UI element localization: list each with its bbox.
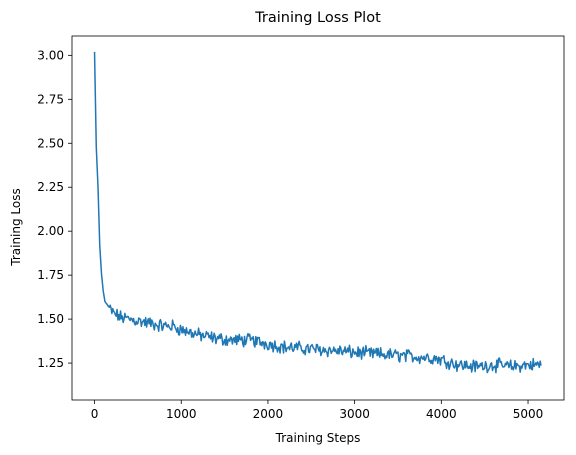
- y-tick-label: 2.00: [37, 224, 64, 238]
- x-tick-label: 3000: [339, 407, 370, 421]
- x-tick-label: 1000: [166, 407, 197, 421]
- y-tick-label: 1.50: [37, 312, 64, 326]
- series-line-0: [93, 51, 542, 374]
- y-tick-label: 2.75: [37, 92, 64, 106]
- y-tick-label: 2.50: [37, 136, 64, 150]
- x-tick-label: 2000: [253, 407, 284, 421]
- x-tick-label: 0: [91, 407, 99, 421]
- y-tick-label: 3.00: [37, 48, 64, 62]
- plot-area: [93, 51, 542, 374]
- axes: 0 1000 2000 3000 4000 5000 1.25 1.50 1.75 2.00 2.2…: [37, 35, 565, 421]
- x-axis-label: Training Steps: [275, 431, 361, 445]
- x-tick-label: 4000: [426, 407, 457, 421]
- y-axis-label: Training Loss: [9, 188, 23, 266]
- plot-frame: [71, 35, 565, 401]
- y-tick-label: 1.25: [37, 356, 64, 370]
- y-tick-label: 2.25: [37, 180, 64, 194]
- x-tick-label: 5000: [513, 407, 544, 421]
- y-tick-label: 1.75: [37, 268, 64, 282]
- chart-title: Training Loss Plot: [254, 10, 381, 26]
